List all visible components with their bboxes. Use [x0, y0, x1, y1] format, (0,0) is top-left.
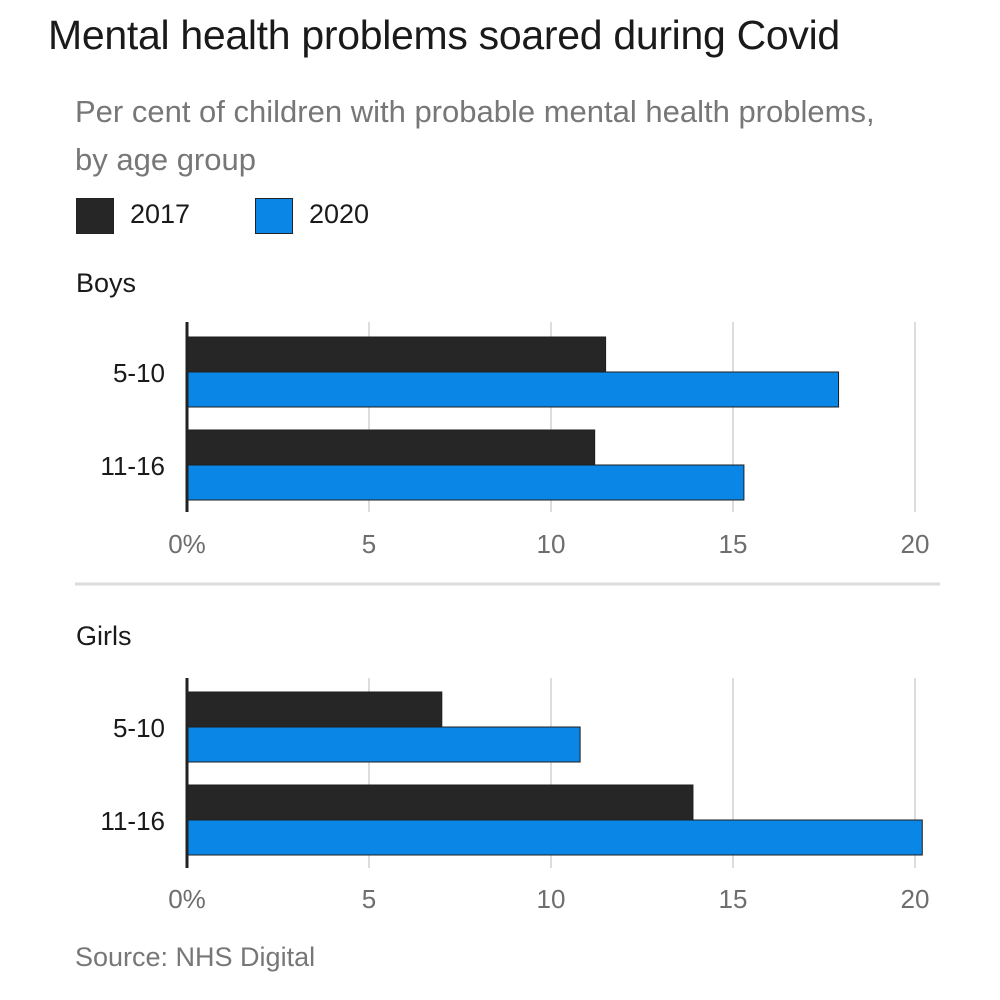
boys-bar-5-10-2020	[186, 371, 840, 408]
boys-category-label: 5-10	[113, 358, 165, 388]
girls-tick-label: 10	[537, 884, 566, 914]
girls-tick-label: 15	[719, 884, 748, 914]
boys-tick-label: 20	[901, 529, 930, 559]
girls-category-label: 11-16	[100, 806, 165, 836]
girls-panel-title: Girls	[76, 621, 132, 651]
legend-label-2017: 2017	[130, 199, 191, 229]
girls-category-label: 5-10	[113, 713, 165, 743]
boys-tick-label: 0%	[168, 529, 206, 559]
source-note: Source: NHS Digital	[75, 942, 316, 972]
boys-tick-label: 15	[719, 529, 748, 559]
legend-swatch-2017	[76, 198, 114, 234]
legend-swatch-2020	[255, 198, 293, 234]
boys-bar-11-16-2017	[186, 429, 596, 466]
girls-tick-label: 5	[362, 884, 376, 914]
girls-bar-11-16-2017	[186, 784, 694, 821]
girls-bar-5-10-2020	[186, 726, 581, 763]
boys-panel-title: Boys	[76, 268, 136, 298]
girls-bar-5-10-2017	[186, 691, 443, 728]
girls-tick-label: 20	[901, 884, 930, 914]
boys-bar-5-10-2017	[186, 336, 607, 373]
boys-bar-11-16-2020	[186, 464, 745, 501]
boys-tick-label: 10	[537, 529, 566, 559]
legend-label-2020: 2020	[309, 199, 370, 229]
girls-tick-label: 0%	[168, 884, 206, 914]
boys-tick-label: 5	[362, 529, 376, 559]
chart-title: Mental health problems soared during Cov…	[48, 12, 840, 58]
girls-bar-11-16-2020	[186, 819, 923, 856]
boys-category-label: 11-16	[100, 451, 165, 481]
chart-subtitle: Per cent of children with probable menta…	[75, 94, 875, 177]
